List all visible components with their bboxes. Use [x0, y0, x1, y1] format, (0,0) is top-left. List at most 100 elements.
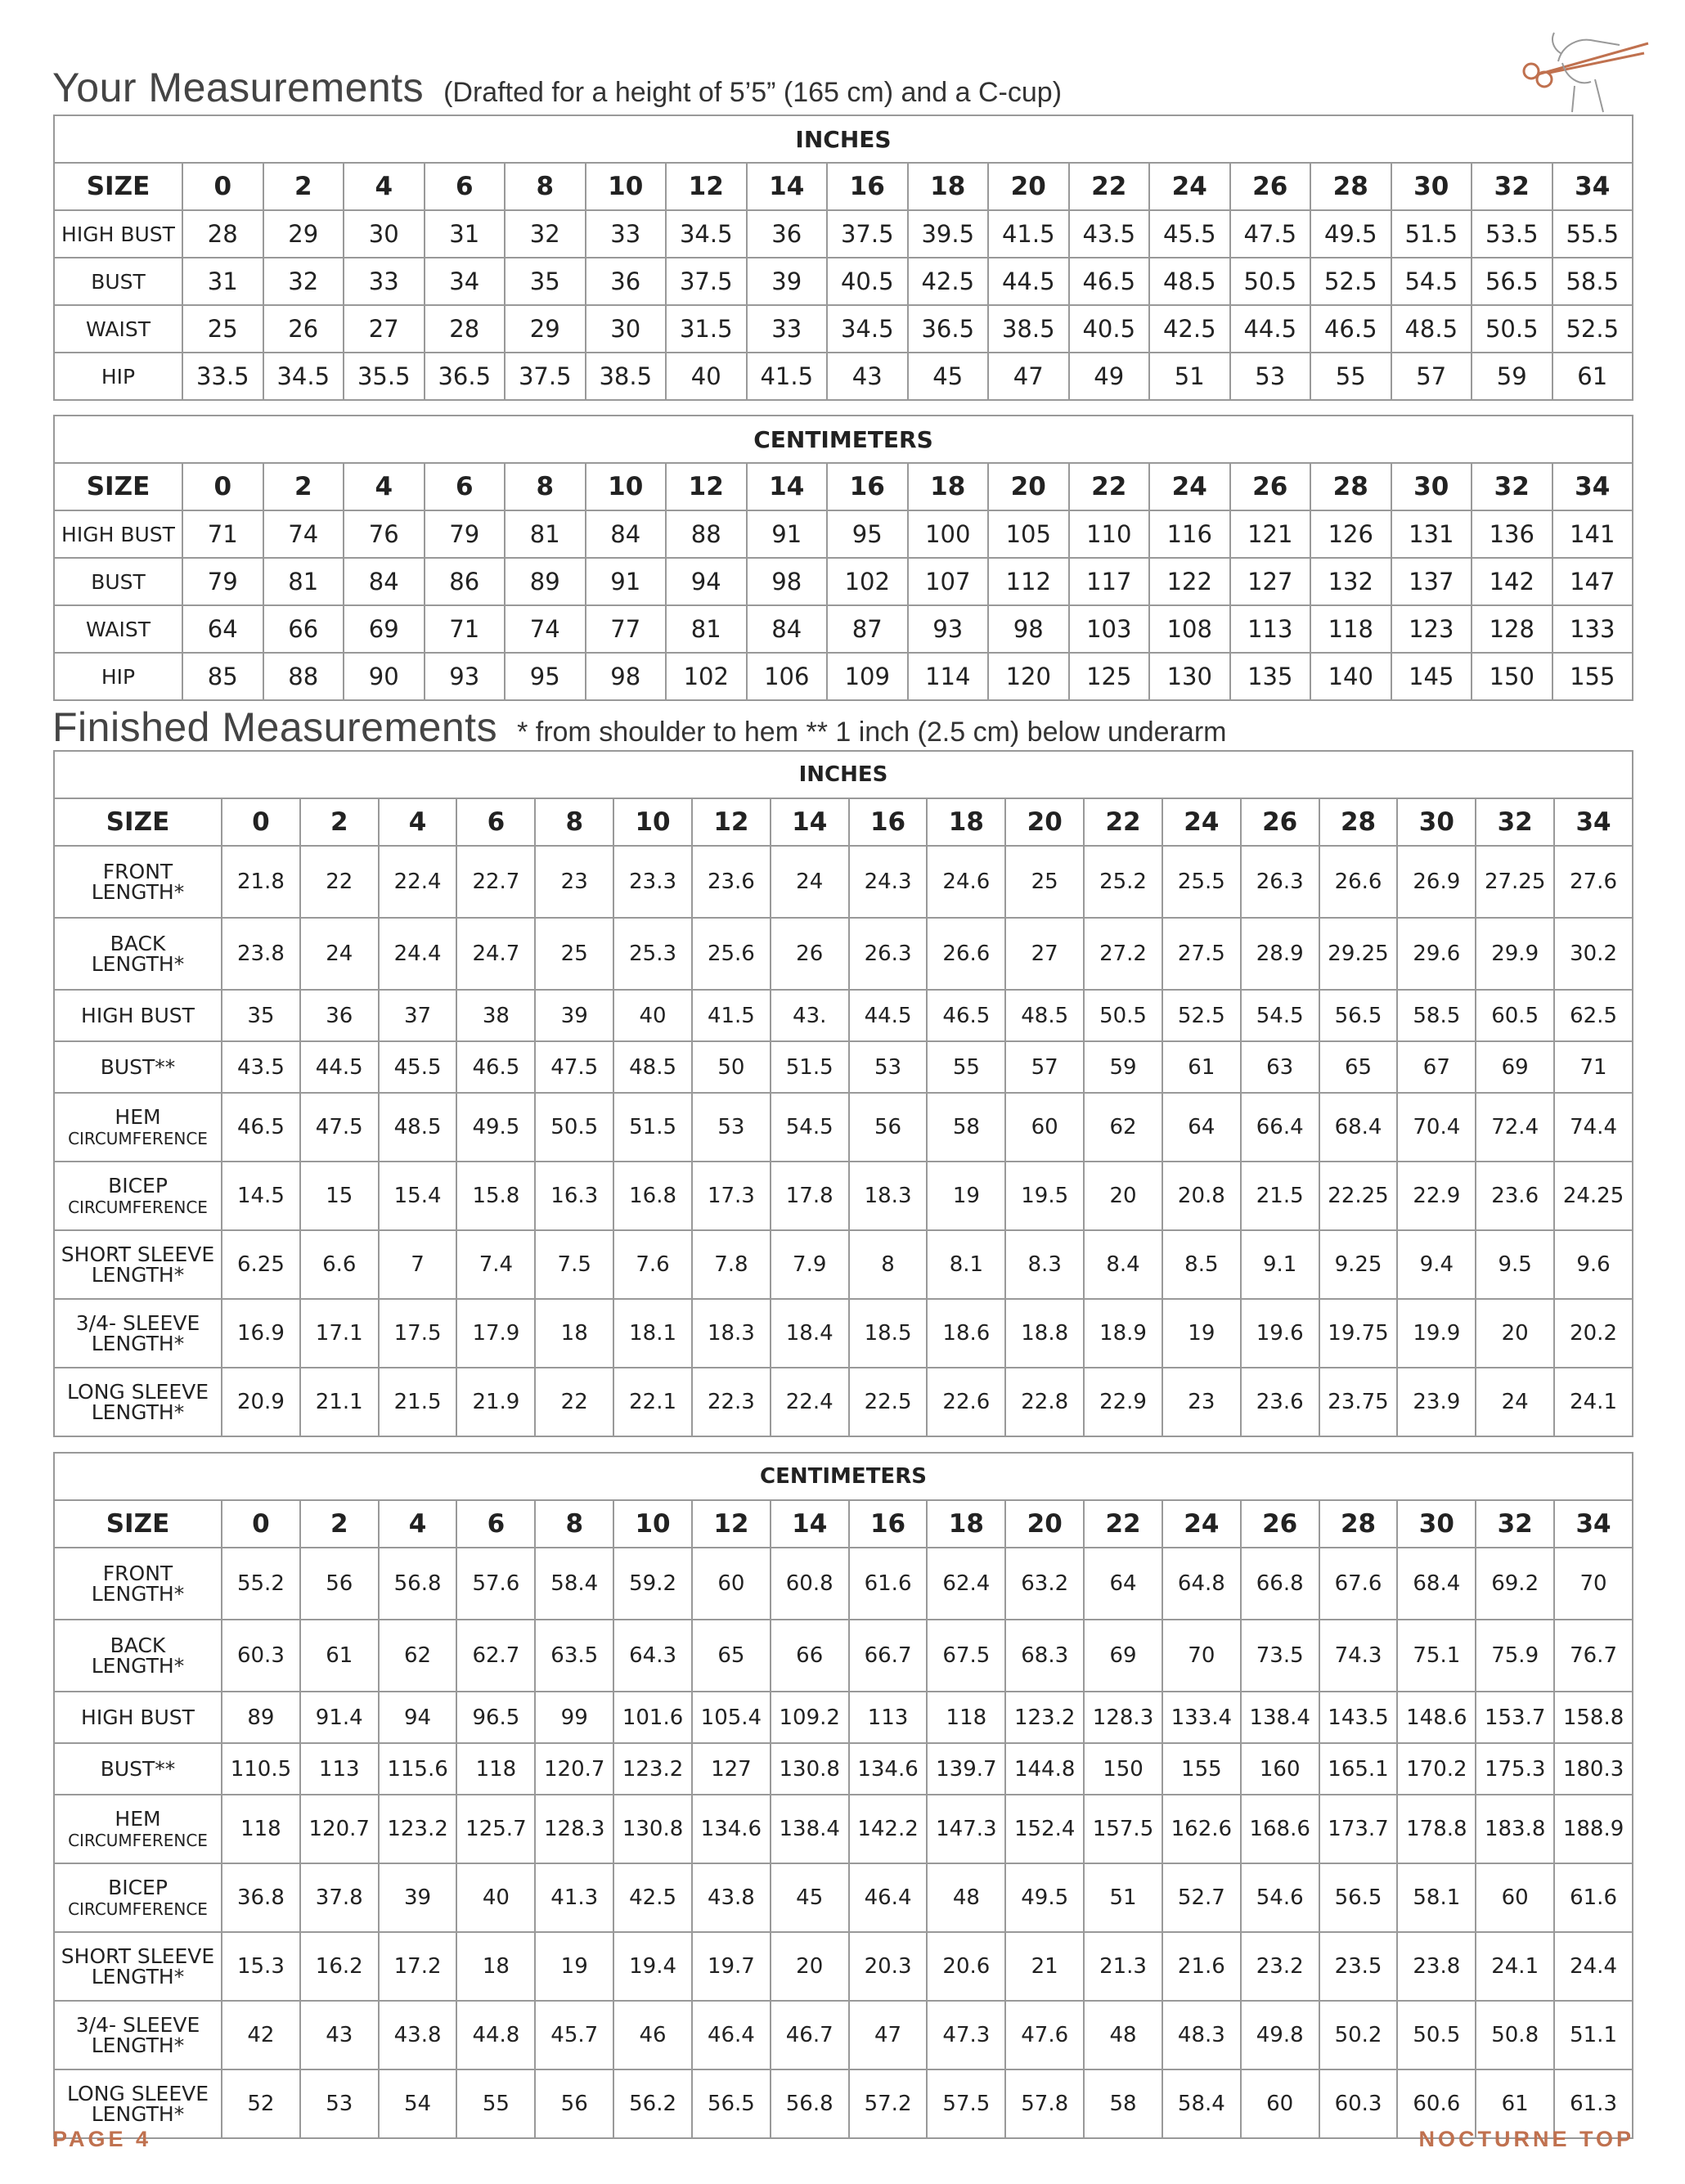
measurement-value: 173.7 [1318, 1794, 1399, 1864]
label-line: LENGTH* [91, 1332, 185, 1355]
measurement-value: 98 [745, 557, 828, 606]
measurement-value: 29 [504, 304, 586, 353]
size-heading: 8 [534, 798, 615, 847]
measurement-value: 18.3 [847, 1161, 928, 1231]
label-line: BUST** [100, 1055, 176, 1079]
measurement-value: 44.5 [987, 257, 1070, 306]
measurement-value: 58.1 [1396, 1863, 1477, 1933]
measurement-value: 53 [1229, 352, 1311, 401]
measurement-value: 141 [1551, 510, 1633, 559]
measurement-value: 138.4 [1239, 1691, 1320, 1744]
measurement-value: 88 [262, 652, 344, 701]
measurement-value: 41.5 [987, 209, 1070, 258]
measurement-value: 56 [534, 2069, 615, 2139]
measurement-value: 57.2 [847, 2069, 928, 2139]
measurement-value: 84 [745, 604, 828, 654]
measurement-value: 21.8 [221, 845, 301, 919]
measurement-value: 34.5 [262, 352, 344, 401]
measurement-row: HEM CIRCUMFERENCE 46.5 47.5 48.5 49.5 50.5 51.5… [53, 1092, 1633, 1162]
measurement-value: 76 [343, 510, 425, 559]
measurement-value: 7.5 [534, 1229, 615, 1300]
measurement-value: 48.3 [1161, 2000, 1242, 2070]
measurement-value: 34.5 [826, 304, 909, 353]
row-label: 3/4- SLEEVE LENGTH* [53, 1298, 222, 1368]
measurement-value: 37 [377, 989, 458, 1042]
label-line: HIGH BUST [81, 1705, 195, 1729]
measurement-value: 7.6 [613, 1229, 693, 1300]
measurement-value: 93 [906, 604, 989, 654]
measurement-value: 55 [926, 1040, 1007, 1094]
size-heading: 14 [769, 798, 850, 847]
measurement-value: 58 [926, 1092, 1007, 1162]
measurement-row: FRONT LENGTH* 21.8 22 22.4 22.7 23 23.3 23.6 24 24… [53, 845, 1633, 919]
measurement-value: 25 [182, 304, 264, 353]
measurement-value: 88 [665, 510, 748, 559]
measurement-value: 158.8 [1553, 1691, 1633, 1744]
measurement-value: 150 [1471, 652, 1553, 701]
measurement-value: 23.5 [1318, 1931, 1399, 2002]
measurement-value: 115.6 [377, 1742, 458, 1795]
measurement-value: 20.9 [221, 1367, 301, 1437]
measurement-value: 16.3 [534, 1161, 615, 1231]
measurement-value: 24.25 [1553, 1161, 1633, 1231]
measurement-value: 147.3 [926, 1794, 1007, 1864]
measurement-row: FRONT LENGTH* 55.2 56 56.8 57.6 58.4 59.2 60 60.8… [53, 1547, 1633, 1620]
measurement-value: 48.5 [1390, 304, 1472, 353]
measurement-row: WAIST 64 66 69 71 74 77 81 84 87 93 98 103 108 113 118 1… [53, 604, 1633, 654]
label-line: BACK [110, 932, 166, 955]
row-label: HIP [53, 652, 183, 701]
measurement-value: 21.6 [1161, 1931, 1242, 2002]
measurement-value: 142.2 [847, 1794, 928, 1864]
row-label: FRONT LENGTH* [53, 1547, 222, 1620]
measurement-value: 62.4 [926, 1547, 1007, 1620]
measurement-value: 44.5 [847, 989, 928, 1042]
measurement-value: 55.5 [1551, 209, 1633, 258]
measurement-value: 16.9 [221, 1298, 301, 1368]
measurement-value: 18 [456, 1931, 537, 2002]
size-label: SIZE [53, 798, 222, 847]
measurement-value: 22.25 [1318, 1161, 1399, 1231]
label-line: BICEP [108, 1876, 168, 1899]
measurement-value: 46.5 [456, 1040, 537, 1094]
measurement-value: 38.5 [987, 304, 1070, 353]
measurement-value: 60 [690, 1547, 771, 1620]
measurement-value: 33.5 [182, 352, 264, 401]
measurement-value: 24.4 [377, 917, 458, 991]
size-heading: 24 [1148, 162, 1231, 211]
size-heading: 6 [456, 798, 537, 847]
measurement-value: 24.3 [847, 845, 928, 919]
measurement-value: 70 [1553, 1547, 1633, 1620]
measurement-value: 18.4 [769, 1298, 850, 1368]
measurement-row: BUST** 43.5 44.5 45.5 46.5 47.5 48.5 50 51.5 53 55… [53, 1040, 1633, 1094]
measurement-value: 57.6 [456, 1547, 537, 1620]
measurement-value: 81 [504, 510, 586, 559]
measurement-value: 118 [1310, 604, 1392, 654]
measurement-value: 134.6 [847, 1742, 928, 1795]
row-label: 3/4- SLEEVE LENGTH* [53, 2000, 222, 2070]
size-heading: 10 [613, 798, 693, 847]
measurement-value: 8 [847, 1229, 928, 1300]
measurement-value: 48 [1083, 2000, 1163, 2070]
measurement-value: 44.5 [299, 1040, 380, 1094]
measurement-value: 18.3 [690, 1298, 771, 1368]
measurement-value: 22.9 [1396, 1161, 1477, 1231]
measurement-value: 86 [423, 557, 506, 606]
size-heading: 18 [906, 162, 989, 211]
measurement-value: 26.3 [1239, 845, 1320, 919]
measurement-value: 20.8 [1161, 1161, 1242, 1231]
measurement-row: HIP 85 88 90 93 95 98 102 106 109 114 120 125 130 135 1… [53, 652, 1633, 701]
label-line: CIRCUMFERENCE [68, 1831, 208, 1850]
measurement-value: 45.5 [377, 1040, 458, 1094]
measurement-value: 57 [1004, 1040, 1085, 1094]
measurement-value: 69 [1475, 1040, 1556, 1094]
measurement-value: 48.5 [377, 1092, 458, 1162]
measurement-value: 75.1 [1396, 1619, 1477, 1692]
measurement-value: 44.5 [1229, 304, 1311, 353]
measurement-value: 26.9 [1396, 845, 1477, 919]
label-line: FRONT [102, 860, 173, 883]
measurement-value: 30 [343, 209, 425, 258]
size-heading: 34 [1551, 162, 1633, 211]
measurement-row: WAIST 25 26 27 28 29 30 31.5 33 34.5 36.5 38.5 40.5 4… [53, 304, 1633, 353]
measurement-value: 46 [613, 2000, 693, 2070]
